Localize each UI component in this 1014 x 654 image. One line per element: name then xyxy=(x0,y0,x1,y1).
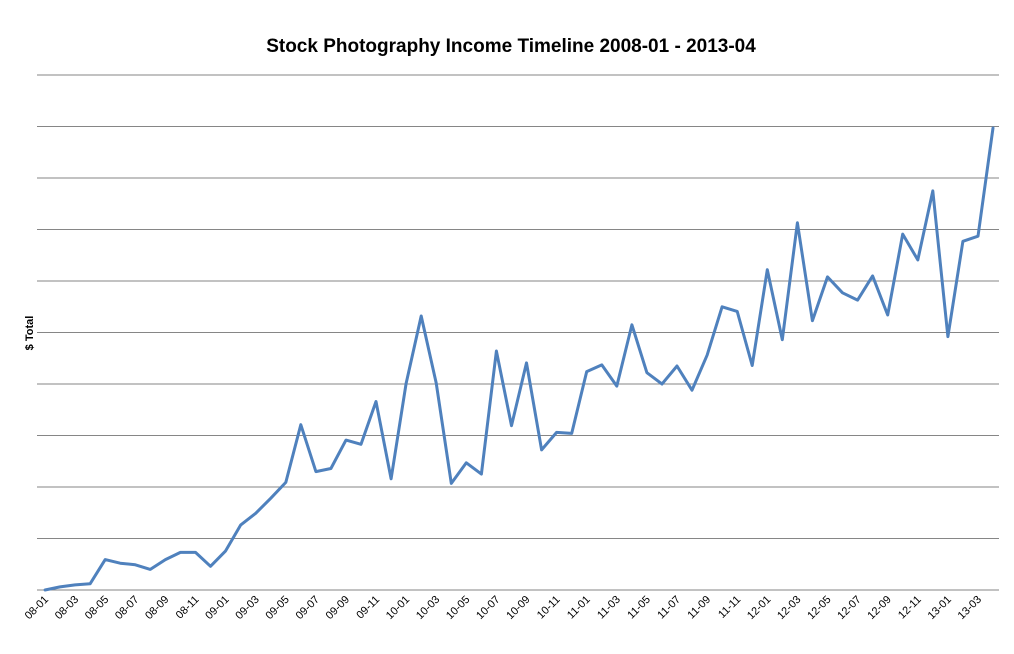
x-axis-tick-labels: 08-01 08-03 08-05 08-07 08-09 08-11 09-01 09-03… xyxy=(23,594,984,622)
x-tick-label: 12-07 xyxy=(835,594,863,622)
x-tick-label: 08-11 xyxy=(174,594,202,622)
x-tick-label: 10-07 xyxy=(474,594,502,622)
x-tick-label: 08-07 xyxy=(113,594,141,622)
x-tick-label: 11-01 xyxy=(565,594,593,622)
x-tick-label: 08-03 xyxy=(53,594,81,622)
x-tick-label: 13-01 xyxy=(926,594,954,622)
x-tick-label: 12-01 xyxy=(745,594,773,622)
x-tick-label: 12-09 xyxy=(865,594,893,622)
x-tick-label: 09-01 xyxy=(203,594,231,622)
x-tick-label: 12-05 xyxy=(805,594,833,622)
x-tick-label: 08-09 xyxy=(143,594,171,622)
x-tick-label: 08-05 xyxy=(83,594,111,622)
x-tick-label: 10-09 xyxy=(504,594,532,622)
x-tick-label: 09-07 xyxy=(294,594,322,622)
series-line-1 xyxy=(43,126,995,592)
x-tick-label: 10-05 xyxy=(444,594,472,622)
x-tick-label: 09-09 xyxy=(324,594,352,622)
x-tick-label: 12-11 xyxy=(896,594,924,622)
x-tick-label: 09-05 xyxy=(263,594,291,622)
x-tick-label: 12-03 xyxy=(775,594,803,622)
x-tick-label: 11-05 xyxy=(625,594,653,622)
x-tick-label: 11-07 xyxy=(655,594,683,622)
x-tick-label: 11-03 xyxy=(595,594,623,622)
x-tick-label: 10-03 xyxy=(414,594,442,622)
x-tick-label: 08-01 xyxy=(23,594,51,622)
x-tick-label: 13-03 xyxy=(956,594,984,622)
y-axis-label: $ Total xyxy=(24,316,36,351)
x-tick-label: 09-03 xyxy=(233,594,261,622)
x-tick-label: 11-11 xyxy=(716,594,743,621)
chart-title: Stock Photography Income Timeline 2008-0… xyxy=(266,36,756,57)
gridlines xyxy=(37,74,999,591)
x-tick-label: 09-11 xyxy=(354,594,382,622)
x-tick-label: 11-09 xyxy=(685,594,713,622)
x-tick-label: 10-11 xyxy=(535,594,563,622)
series-group xyxy=(43,126,995,592)
x-tick-label: 10-01 xyxy=(384,594,412,622)
